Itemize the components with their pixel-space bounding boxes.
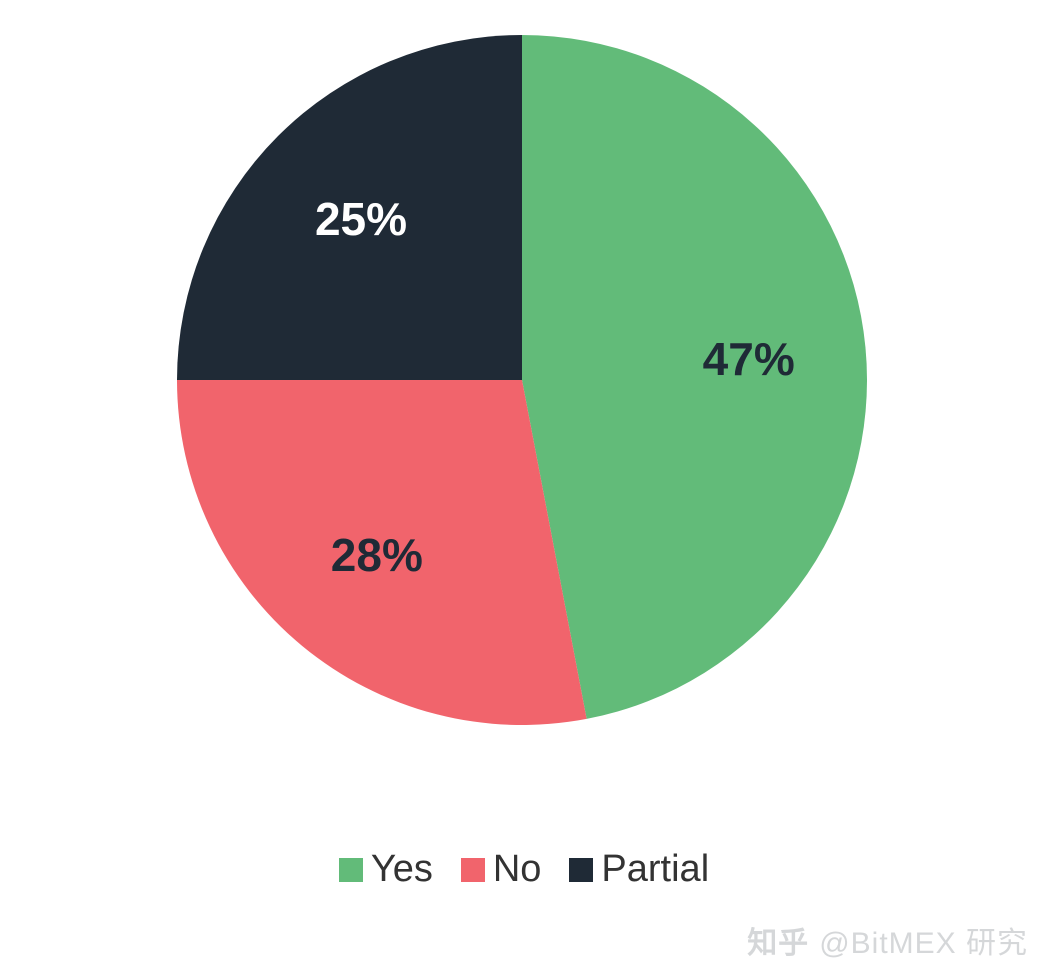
legend-swatch-icon <box>461 858 485 882</box>
pie-label-no: 28% <box>331 528 423 582</box>
legend-swatch-icon <box>569 858 593 882</box>
legend-item-partial: Partial <box>569 848 709 891</box>
watermark-handle: @BitMEX 研究 <box>819 918 1028 962</box>
pie-slice-yes <box>522 35 867 719</box>
legend-label: No <box>493 848 542 891</box>
legend-item-no: No <box>461 848 542 891</box>
watermark: 知乎 @BitMEX 研究 <box>747 918 1028 962</box>
watermark-zhihu: 知乎 <box>747 918 809 962</box>
legend-item-yes: Yes <box>339 848 433 891</box>
legend-swatch-icon <box>339 858 363 882</box>
pie-chart-svg <box>0 0 1048 976</box>
pie-label-yes: 47% <box>703 332 795 386</box>
pie-chart-container: 47% 28% 25% <box>0 0 1048 976</box>
legend-label: Yes <box>371 848 433 891</box>
chart-legend: Yes No Partial <box>0 848 1048 891</box>
pie-label-partial: 25% <box>315 192 407 246</box>
legend-label: Partial <box>601 848 709 891</box>
